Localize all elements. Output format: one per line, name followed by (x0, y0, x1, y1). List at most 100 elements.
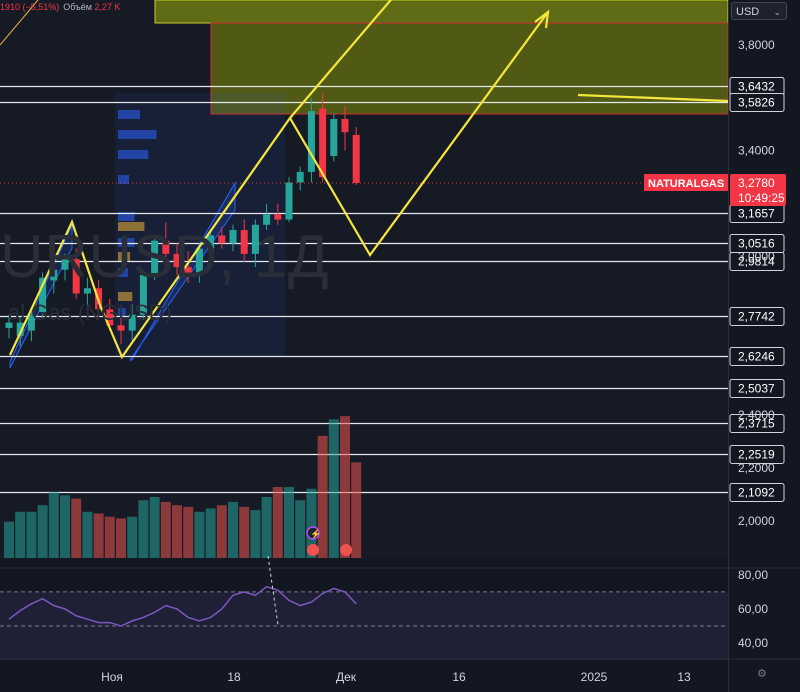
target-line (577, 93, 729, 103)
x-tick-label: 16 (452, 670, 466, 684)
candle-body (72, 259, 80, 294)
x-tick-label: Ноя (101, 670, 123, 684)
rsi-tick-label: 60,00 (738, 602, 768, 616)
volume-bar (351, 462, 362, 558)
candle-body (27, 314, 35, 331)
level-label-text: 3,6432 (738, 80, 775, 94)
rsi-tick-label: 40,00 (738, 636, 768, 650)
volume-bar (15, 511, 26, 558)
target-zone-upper (154, 0, 729, 24)
flag-us-icon (307, 544, 319, 556)
candle-body (117, 325, 125, 331)
candle-body (274, 214, 282, 220)
volume-profile-bar (118, 292, 133, 301)
volume-bar (116, 518, 126, 558)
flag-us-icon (340, 544, 352, 556)
price-tag-value: 3,2780 (738, 176, 775, 190)
volume-bar (71, 498, 82, 558)
arrow-head (534, 9, 550, 29)
level-label-text: 2,1092 (738, 486, 775, 500)
volume-bar (261, 496, 272, 558)
volume-bar (60, 495, 70, 558)
rsi-line (8, 585, 357, 627)
volume-bar (194, 511, 205, 558)
candle-body (229, 230, 237, 244)
candle-body (330, 119, 338, 157)
level-label-box (729, 445, 785, 464)
level-label-box (729, 252, 785, 271)
currency-selector[interactable]: USD ⌄ (731, 2, 787, 20)
candle-body (5, 322, 13, 328)
level-label-box (729, 414, 785, 433)
y-tick-label: 3,8000 (738, 38, 775, 52)
currency-value: USD (736, 6, 760, 18)
y-tick-label: 2,0000 (738, 514, 775, 528)
volume-label: Объём (63, 2, 92, 12)
level-label-box (729, 307, 785, 326)
volume-profile-bar (118, 150, 149, 159)
volume-bar (228, 501, 238, 558)
candle-body (319, 108, 327, 178)
level-label-text: 2,9814 (738, 255, 775, 269)
level-label-text: 3,5826 (738, 96, 775, 110)
volume-profile-bar (118, 212, 135, 221)
change-text: 1910 (−5,51%) (0, 2, 60, 12)
candle-body (195, 248, 203, 276)
volume-bar (250, 510, 261, 558)
settings-icon[interactable]: ⚙ (757, 668, 767, 680)
volume-profile-bar (118, 252, 131, 261)
volume-bar (93, 513, 104, 558)
level-label-text: 3,1657 (738, 207, 775, 221)
volume-profile-bar (118, 268, 128, 277)
level-label-box (729, 347, 785, 366)
volume-profile-bar (118, 238, 135, 247)
candle-body (83, 288, 91, 294)
volume-bar (138, 500, 149, 558)
candle-body (352, 134, 360, 184)
level-label: 3,5826 (729, 93, 785, 112)
candle-body (207, 235, 215, 249)
level-label-text: 2,6246 (738, 350, 775, 364)
level-label: 2,1092 (729, 483, 785, 502)
x-tick-label: 2025 (581, 670, 608, 684)
candle-body (184, 267, 192, 276)
volume-bar (149, 496, 160, 558)
level-label: 2,6246 (729, 347, 785, 366)
chart-header: 1910 (−5,51%) Объём 2,27 K (0, 2, 121, 12)
price-tag-countdown: 10:49:25 (738, 191, 785, 205)
candle-body (341, 119, 349, 133)
y-tick-label: 2,4000 (738, 408, 775, 422)
symbol-watermark: URUSD, 1Д (0, 223, 330, 290)
level-label: 2,9814 (729, 252, 785, 271)
volume-bar (160, 501, 171, 558)
volume-bar (272, 487, 283, 558)
volume-bar (104, 516, 115, 558)
level-label: 3,6432 (729, 77, 785, 96)
volume-bar (306, 488, 317, 558)
x-tick-label: 18 (227, 670, 241, 684)
level-label-box (729, 483, 785, 502)
event-lightning-glyph: ⚡ (310, 528, 321, 540)
volume-value: 2,27 K (94, 2, 121, 12)
level-label: 3,1657 (729, 204, 785, 223)
volume-bar (295, 500, 306, 558)
target-zone (210, 22, 729, 115)
candle-body (61, 259, 69, 270)
volume-profile-bar (118, 175, 129, 184)
candle-body (296, 171, 304, 183)
level-label-box (729, 379, 785, 398)
candle-body (128, 314, 136, 331)
zigzag-projection (9, 11, 549, 360)
volume-bar (216, 505, 227, 558)
zigzag-upper-leg (289, 0, 393, 119)
y-tick-label: 3,4000 (738, 144, 775, 158)
chevron-down-icon: ⌄ (773, 7, 781, 17)
level-label: 2,2519 (729, 445, 785, 464)
volume-profile-bar (118, 222, 145, 231)
symbol-name-text: NATURALGAS (648, 178, 724, 190)
y-tick-label: 2,2000 (738, 461, 775, 475)
volume-bar (328, 419, 339, 558)
candle-body (139, 275, 147, 315)
volume-bar (183, 506, 194, 558)
